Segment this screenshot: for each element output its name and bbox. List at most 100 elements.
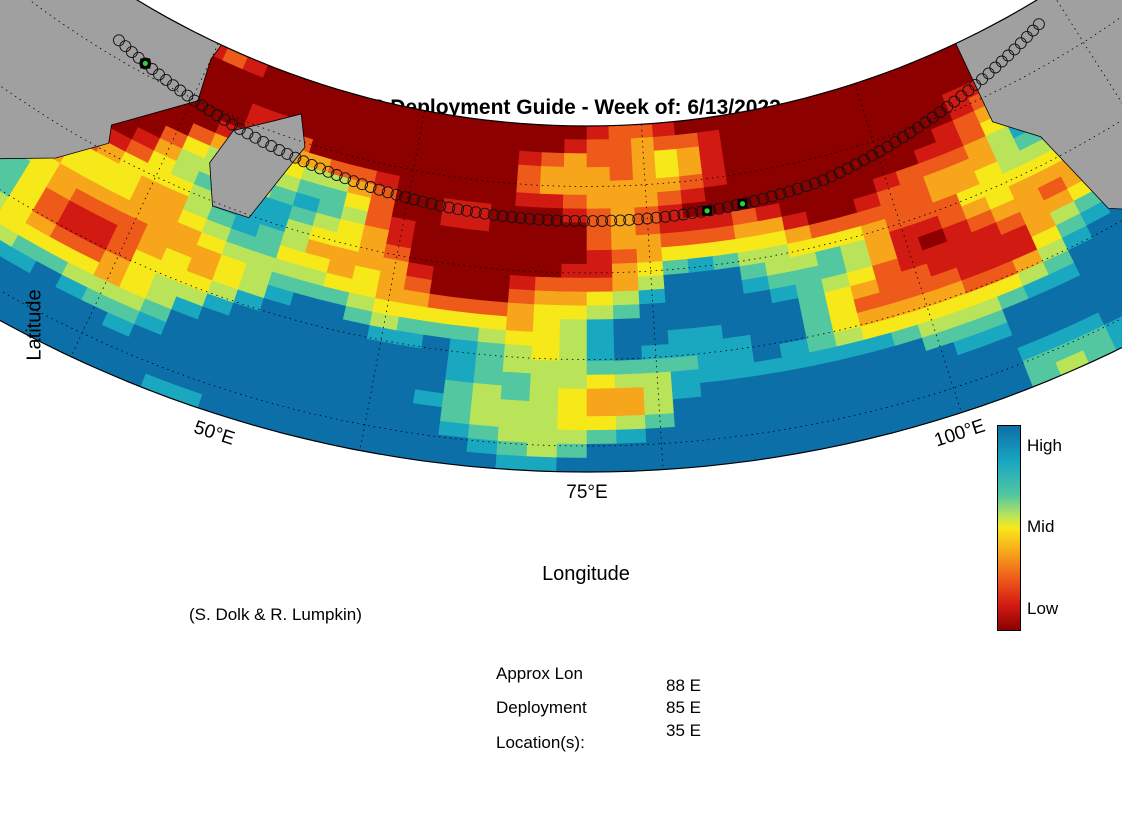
track-point xyxy=(1014,37,1027,50)
track-point xyxy=(783,185,796,198)
track-point xyxy=(623,213,636,226)
track-point xyxy=(614,214,627,227)
track-point xyxy=(1032,18,1045,31)
lon-tick-label: 50°E xyxy=(191,417,237,450)
track-point xyxy=(452,203,464,216)
track-point xyxy=(641,212,654,225)
deployment-label-line2: Deployment xyxy=(496,698,587,717)
map-title: IX02 Deployment Guide - Week of: 6/13/20… xyxy=(341,96,781,119)
track-point xyxy=(249,131,262,144)
map-frame xyxy=(0,0,1122,473)
track-point xyxy=(273,144,286,156)
track-point xyxy=(347,175,360,188)
track-point xyxy=(632,213,645,226)
deployment-location-1: 88 E xyxy=(666,676,701,695)
track-point xyxy=(434,199,447,212)
track-point xyxy=(330,169,343,181)
deployment-location-2: 85 E xyxy=(666,698,701,717)
track-point xyxy=(550,214,563,227)
track-point xyxy=(226,118,239,131)
track-point xyxy=(381,186,394,199)
track-point xyxy=(721,200,734,213)
colorbar xyxy=(997,425,1021,631)
track-point xyxy=(496,210,509,223)
deployment-label-line3: Location(s): xyxy=(496,733,585,752)
track-point xyxy=(817,174,830,187)
ship-track xyxy=(112,18,1045,228)
track-point xyxy=(356,178,369,191)
track-point xyxy=(119,40,132,53)
deployment-label-line1: Approx Lon xyxy=(496,664,583,683)
track-point xyxy=(989,61,1002,74)
track-point xyxy=(514,212,527,224)
colorbar-low-label: Low xyxy=(1027,599,1059,618)
track-point xyxy=(713,202,725,215)
credit-text: (S. Dolk & R. Lumpkin) xyxy=(189,605,362,624)
lon-tick-label: 75°E xyxy=(566,482,607,503)
track-point xyxy=(774,188,787,200)
track-point xyxy=(1002,49,1015,62)
deployment-markers xyxy=(140,58,748,216)
track-point xyxy=(765,190,778,203)
track-point xyxy=(808,177,821,190)
track-point xyxy=(399,191,412,204)
deployment-location-3: 35 E xyxy=(666,721,701,740)
track-point xyxy=(460,204,473,217)
track-point xyxy=(849,158,862,171)
colorbar-high-label: High xyxy=(1027,436,1062,455)
track-point xyxy=(416,195,429,208)
lon-tick-label: 100°E xyxy=(932,415,988,451)
track-point xyxy=(791,182,804,195)
track-point xyxy=(1008,43,1021,56)
track-point xyxy=(587,215,599,228)
deployment-marker-dot xyxy=(704,208,710,214)
track-point xyxy=(322,165,335,178)
track-point xyxy=(314,162,326,175)
track-point xyxy=(800,180,813,193)
track-point xyxy=(297,155,310,168)
track-point xyxy=(233,123,246,135)
track-point xyxy=(443,201,456,214)
track-point xyxy=(469,206,482,219)
track-point xyxy=(841,162,854,175)
track-point xyxy=(596,215,609,227)
track-point xyxy=(305,158,318,171)
track-point xyxy=(487,208,500,221)
track-point xyxy=(825,170,838,183)
track-point xyxy=(478,207,491,220)
track-point xyxy=(605,214,618,227)
track-point xyxy=(289,151,302,164)
track-point xyxy=(568,215,581,227)
y-axis-label: Latitude xyxy=(23,289,46,361)
track-point xyxy=(532,213,545,226)
track-point xyxy=(873,145,886,158)
track-point xyxy=(677,208,690,221)
track-point xyxy=(364,181,377,193)
x-axis-label: Longitude xyxy=(542,563,630,585)
track-point xyxy=(578,215,590,228)
track-point xyxy=(1020,30,1033,43)
track-point xyxy=(523,212,536,225)
track-point xyxy=(281,147,294,160)
graticule xyxy=(0,0,1122,470)
deployment-marker-dot xyxy=(142,60,148,67)
track-point xyxy=(390,188,403,201)
track-point xyxy=(995,55,1008,68)
track-point xyxy=(559,214,572,227)
track-point xyxy=(425,197,438,210)
kerguelen-island xyxy=(501,476,520,484)
track-point xyxy=(373,183,386,196)
track-point xyxy=(210,109,223,122)
track-point xyxy=(748,195,761,207)
track-point xyxy=(505,211,518,224)
track-point xyxy=(686,207,699,220)
track-point xyxy=(668,209,681,222)
track-point xyxy=(112,34,125,47)
track-point xyxy=(241,127,254,140)
track-point xyxy=(833,166,846,179)
track-point xyxy=(659,210,672,223)
track-point xyxy=(650,211,663,224)
track-point xyxy=(265,140,278,152)
australia-landmass xyxy=(944,0,1122,211)
